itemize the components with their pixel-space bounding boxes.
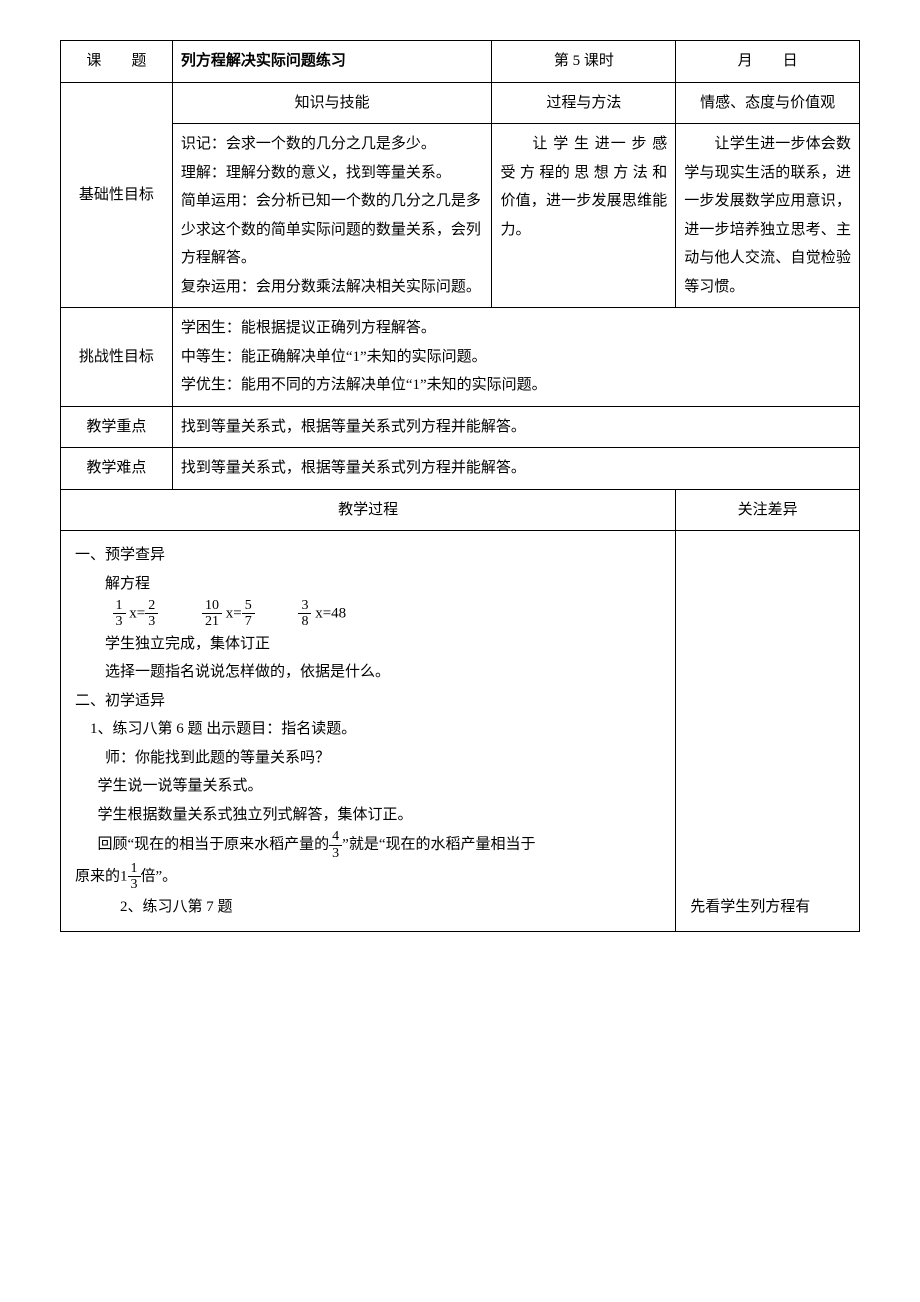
section-2-title: 二、初学适异 (75, 687, 661, 716)
skill-body-row: 识记：会求一个数的几分之几是多少。 理解：理解分数的意义，找到等量关系。 简单运… (61, 124, 860, 308)
fraction-2-3: 23 (145, 598, 158, 630)
attention-body: 先看学生列方程有 (676, 531, 860, 932)
challenge-line-3: 学优生：能用不同的方法解决单位“1”未知的实际问题。 (181, 371, 851, 400)
fraction-1-3b: 13 (128, 861, 141, 893)
focus-label: 教学重点 (61, 406, 173, 448)
section-1a: 解方程 (75, 570, 661, 599)
topic-label: 课 题 (61, 41, 173, 83)
process-body: 一、预学查异 解方程 13 x=23 1021 x=57 38 x=48 学生独… (61, 531, 676, 932)
challenge-row: 挑战性目标 学困生：能根据提议正确列方程解答。 中等生：能正确解决单位“1”未知… (61, 308, 860, 407)
attention-header: 关注差异 (676, 489, 860, 531)
challenge-line-1: 学困生：能根据提议正确列方程解答。 (181, 314, 851, 343)
difficulty-row: 教学难点 找到等量关系式，根据等量关系式列方程并能解答。 (61, 448, 860, 490)
lesson-plan-table: 课 题 列方程解决实际问题练习 第 5 课时 月 日 基础性目标 知识与技能 过… (60, 40, 860, 932)
knowledge-line-1: 识记：会求一个数的几分之几是多少。 (181, 130, 484, 159)
emotion-body: 让学生进一步体会数学与现实生活的联系，进一步发展数学应用意识，进一步培养独立思考… (676, 124, 860, 308)
s2e-pre: 回顾“现在的相当于原来水稻产量的 (98, 837, 330, 853)
fraction-10-21: 1021 (202, 598, 222, 630)
period: 第 5 课时 (492, 41, 676, 83)
process-header-row: 教学过程 关注差异 (61, 489, 860, 531)
process-body-row: 一、预学查异 解方程 13 x=23 1021 x=57 38 x=48 学生独… (61, 531, 860, 932)
section-2d: 学生根据数量关系式独立列式解答，集体订正。 (75, 801, 661, 830)
process-header: 过程与方法 (492, 82, 676, 124)
equation-2: 1021 x=57 (202, 598, 255, 630)
knowledge-header: 知识与技能 (172, 82, 492, 124)
header-row: 课 题 列方程解决实际问题练习 第 5 课时 月 日 (61, 41, 860, 83)
focus-row: 教学重点 找到等量关系式，根据等量关系式列方程并能解答。 (61, 406, 860, 448)
fraction-5-7: 57 (242, 598, 255, 630)
section-2b: 师：你能找到此题的等量关系吗？ (75, 744, 661, 773)
difficulty-text: 找到等量关系式，根据等量关系式列方程并能解答。 (172, 448, 859, 490)
eq1-mid: x= (126, 605, 146, 621)
eq3-mid: x=48 (311, 605, 346, 621)
knowledge-body: 识记：会求一个数的几分之几是多少。 理解：理解分数的意义，找到等量关系。 简单运… (172, 124, 492, 308)
date: 月 日 (676, 41, 860, 83)
fraction-1-3: 13 (113, 598, 126, 630)
equation-line: 13 x=23 1021 x=57 38 x=48 (75, 598, 661, 630)
topic-value: 列方程解决实际问题练习 (172, 41, 492, 83)
skill-header-row: 基础性目标 知识与技能 过程与方法 情感、态度与价值观 (61, 82, 860, 124)
eq2-mid: x= (222, 605, 242, 621)
basic-goal-label: 基础性目标 (61, 82, 173, 308)
section-2c: 学生说一说等量关系式。 (75, 772, 661, 801)
section-2e: 回顾“现在的相当于原来水稻产量的43”就是“现在的水稻产量相当于 (75, 829, 661, 861)
knowledge-line-3: 简单运用：会分析已知一个数的几分之几是多少求这个数的简单实际问题的数量关系，会列… (181, 187, 484, 273)
focus-text: 找到等量关系式，根据等量关系式列方程并能解答。 (172, 406, 859, 448)
difficulty-label: 教学难点 (61, 448, 173, 490)
section-1b: 学生独立完成，集体订正 (75, 630, 661, 659)
fraction-4-3: 43 (329, 829, 342, 861)
s2e-post: ”就是“现在的水稻产量相当于 (342, 837, 535, 853)
knowledge-line-4: 复杂运用：会用分数乘法解决相关实际问题。 (181, 273, 484, 302)
challenge-body: 学困生：能根据提议正确列方程解答。 中等生：能正确解决单位“1”未知的实际问题。… (172, 308, 859, 407)
section-1c: 选择一题指名说说怎样做的，依据是什么。 (75, 658, 661, 687)
section-2g: 2、练习八第 7 题 (75, 893, 661, 922)
section-2f: 原来的113倍”。 (75, 861, 661, 893)
fraction-3-8: 38 (298, 598, 311, 630)
equation-1: 13 x=23 (113, 598, 159, 630)
equation-3: 38 x=48 (298, 598, 346, 630)
s2f-post: 倍”。 (141, 868, 178, 884)
teaching-process-header: 教学过程 (61, 489, 676, 531)
section-1-title: 一、预学查异 (75, 541, 661, 570)
process-body: 让 学 生 进一 步 感 受 方 程的 思 想 方 法 和价值，进一步发展思维能… (492, 124, 676, 308)
s2f-pre: 原来的1 (75, 868, 128, 884)
section-2a: 1、练习八第 6 题 出示题目：指名读题。 (75, 715, 661, 744)
emotion-header: 情感、态度与价值观 (676, 82, 860, 124)
challenge-line-2: 中等生：能正确解决单位“1”未知的实际问题。 (181, 343, 851, 372)
knowledge-line-2: 理解：理解分数的意义，找到等量关系。 (181, 159, 484, 188)
challenge-label: 挑战性目标 (61, 308, 173, 407)
